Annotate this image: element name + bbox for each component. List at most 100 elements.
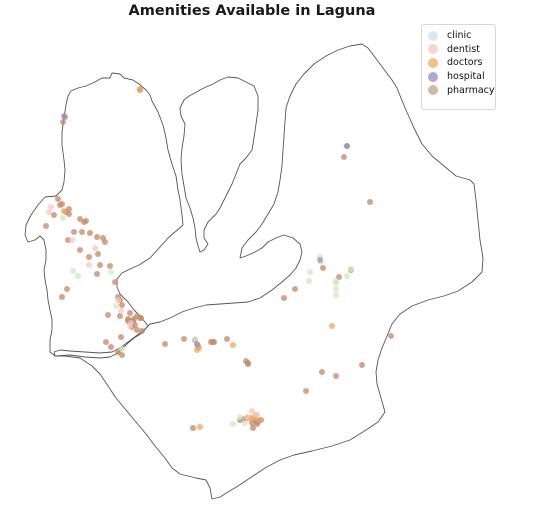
pharmacy-point: [341, 154, 347, 160]
doctors-point: [329, 323, 335, 329]
dentist-point: [254, 412, 260, 418]
legend-label-pharmacy: pharmacy: [447, 84, 495, 96]
pharmacy-point: [162, 341, 168, 347]
doctors-point: [230, 342, 236, 348]
legend-marker-dentist: [428, 44, 438, 55]
map-title: Amenities Available in Laguna: [128, 3, 376, 19]
pharmacy-point: [292, 286, 298, 292]
clinic-point: [344, 273, 350, 279]
pharmacy-point: [139, 328, 145, 334]
pharmacy-point: [94, 271, 100, 277]
doctors-point: [61, 208, 67, 214]
pharmacy-point: [119, 302, 125, 308]
pharmacy-point: [64, 286, 70, 292]
pharmacy-point: [103, 339, 109, 345]
legend-label-dentist: dentist: [447, 43, 480, 55]
pharmacy-point: [127, 310, 133, 316]
pharmacy-point: [210, 339, 216, 345]
legend-item-pharmacy: pharmacy: [428, 83, 495, 97]
pharmacy-point: [55, 196, 61, 202]
hospital-point: [317, 257, 323, 263]
dentist-point: [118, 308, 124, 314]
clinic-point: [230, 421, 236, 427]
pharmacy-point: [95, 251, 101, 257]
pharmacy-point: [319, 369, 325, 375]
dentist-point: [115, 297, 121, 303]
pharmacy-point: [108, 344, 114, 350]
clinic-point: [119, 346, 125, 352]
pharmacy-point: [118, 334, 124, 340]
legend: clinic dentist doctors hospital pharmacy: [421, 24, 496, 110]
pharmacy-point: [51, 212, 57, 218]
pharmacy-point: [83, 218, 89, 224]
pharmacy-point: [137, 315, 143, 321]
legend-marker-pharmacy: [428, 85, 438, 96]
clinic-point: [237, 414, 243, 420]
pharmacy-point: [181, 336, 187, 342]
pharmacy-point: [59, 294, 65, 300]
hospital-point: [61, 113, 67, 119]
dentist-point: [244, 414, 250, 420]
laguna-east-boundary: [53, 43, 484, 500]
dentist-point: [48, 204, 54, 210]
clinic-point: [307, 269, 313, 275]
clinic-point: [108, 269, 114, 275]
pharmacy-point: [86, 254, 92, 260]
pharmacy-point: [97, 262, 103, 268]
pharmacy-point: [87, 230, 93, 236]
doctors-point: [194, 347, 200, 353]
hospital-point: [194, 341, 200, 347]
pharmacy-point: [112, 279, 118, 285]
dentist-point: [86, 262, 92, 268]
pharmacy-point: [119, 352, 125, 358]
dentist-point: [46, 209, 52, 215]
clinic-point: [333, 286, 339, 292]
dentist-point: [127, 323, 133, 329]
pharmacy-point: [66, 206, 72, 212]
pharmacy-point: [107, 263, 113, 269]
laguna-west-boundary: [24, 72, 184, 359]
legend-marker-doctors: [428, 57, 438, 68]
pharmacy-point: [66, 211, 72, 217]
clinic-point: [242, 420, 248, 426]
legend-item-dentist: dentist: [428, 43, 495, 57]
dentist-point: [92, 245, 98, 251]
pharmacy-point: [320, 265, 326, 271]
clinic-point: [333, 292, 339, 298]
legend-marker-clinic: [428, 30, 438, 41]
legend-item-doctors: doctors: [428, 56, 495, 70]
clinic-point: [113, 303, 119, 309]
pharmacy-point: [250, 425, 256, 431]
clinic-point: [70, 268, 76, 274]
pharmacy-point: [224, 336, 230, 342]
pharmacy-point: [388, 333, 394, 339]
doctors-point: [197, 424, 203, 430]
legend-label-hospital: hospital: [447, 71, 485, 83]
peninsula-boundary: [179, 76, 259, 253]
legend-marker-hospital: [428, 71, 438, 82]
legend-label-doctors: doctors: [447, 57, 483, 69]
pharmacy-point: [71, 229, 77, 235]
clinic-point: [306, 278, 312, 284]
pharmacy-point: [117, 313, 123, 319]
pharmacy-point: [60, 119, 66, 125]
pharmacy-point: [43, 223, 49, 229]
hospital-point: [344, 143, 350, 149]
pharmacy-point: [94, 234, 100, 240]
amenity-points: [43, 86, 394, 431]
clinic-point: [192, 336, 198, 342]
pharmacy-point: [303, 388, 309, 394]
clinic-point: [348, 266, 354, 272]
clinic-point: [333, 278, 339, 284]
legend-item-hospital: hospital: [428, 70, 495, 84]
doctors-point: [137, 86, 143, 92]
pharmacy-point: [134, 327, 140, 333]
legend-label-clinic: clinic: [447, 30, 472, 42]
clinic-point: [60, 215, 66, 221]
pharmacy-point: [245, 360, 251, 366]
pharmacy-point: [367, 199, 373, 205]
pharmacy-point: [79, 229, 85, 235]
pharmacy-point: [359, 362, 365, 368]
pharmacy-point: [57, 202, 63, 208]
